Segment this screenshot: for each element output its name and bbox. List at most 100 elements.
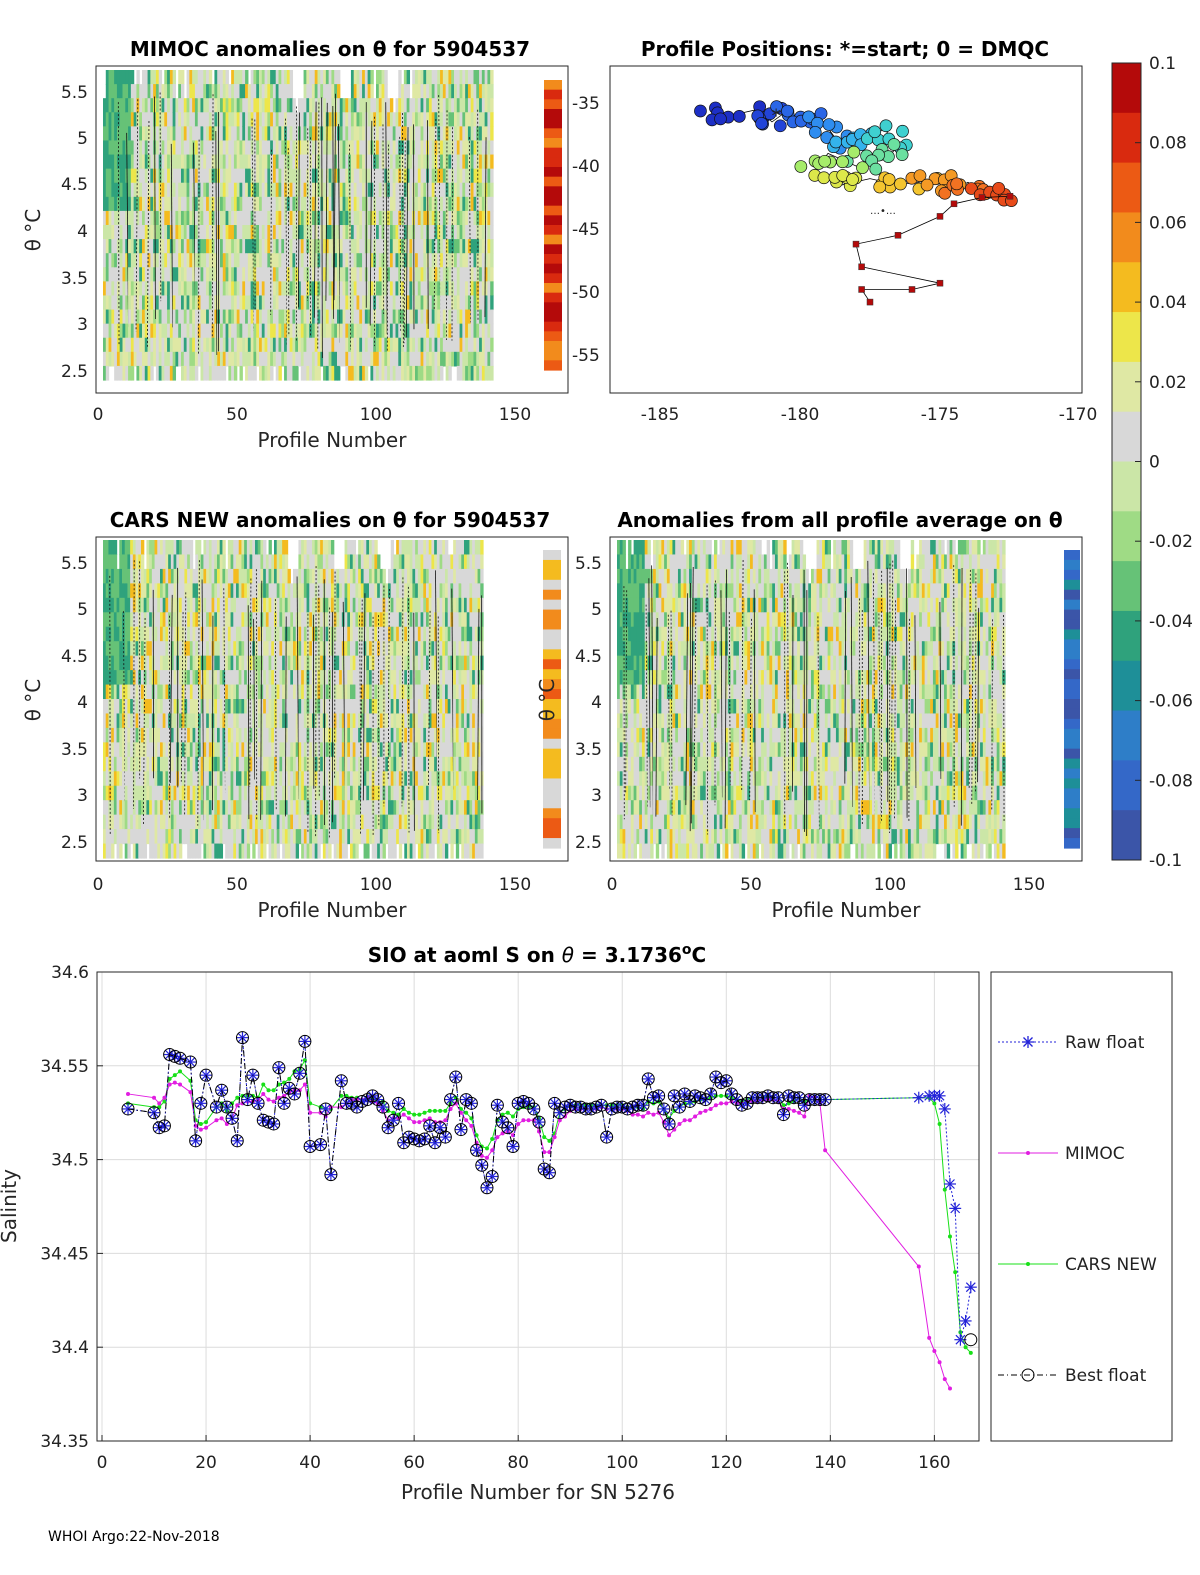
anomaly-cell — [172, 295, 177, 311]
anomaly-cell — [406, 351, 411, 367]
anomaly-cell — [272, 168, 277, 184]
anomaly-cell — [195, 814, 199, 830]
anomaly-cell — [442, 98, 447, 113]
anomaly-cell — [459, 154, 463, 170]
anomaly-cell — [467, 70, 472, 85]
anomaly-cell — [111, 727, 115, 743]
anomaly-cell — [311, 267, 316, 282]
anomaly-cell — [194, 365, 199, 381]
anomaly-cell — [116, 727, 120, 743]
anomaly-cell — [431, 253, 436, 268]
anomaly-cell — [431, 196, 436, 212]
anomaly-cell — [111, 670, 115, 686]
anomaly-cell — [440, 281, 444, 297]
profile-position-marker — [894, 177, 907, 191]
anomaly-cell — [437, 323, 441, 339]
anomaly-cell — [105, 84, 110, 99]
anomaly-cell — [142, 309, 146, 325]
anomaly-cell — [122, 670, 126, 686]
anomaly-cell — [415, 337, 419, 353]
anomaly-cell — [317, 168, 321, 184]
anomaly-cell — [103, 540, 107, 556]
anomaly-cell — [103, 568, 107, 584]
anomaly-cell — [473, 295, 477, 311]
anomaly-cell — [195, 540, 199, 556]
anomaly-cell — [473, 323, 477, 339]
anomaly-cell — [189, 540, 194, 556]
anomaly-cell — [417, 126, 422, 142]
anomaly-cell — [192, 641, 196, 657]
anomaly-cell — [454, 84, 458, 99]
anomaly-cell — [122, 126, 126, 142]
anomaly-cell — [225, 267, 229, 282]
anomaly-cell — [158, 323, 163, 339]
anomaly-cell — [239, 239, 243, 254]
anomaly-cell — [378, 225, 383, 240]
anomaly-cell — [239, 210, 243, 226]
anomaly-cell — [119, 612, 123, 628]
anomaly-cell — [459, 126, 463, 142]
anomaly-cell — [409, 140, 413, 156]
anomaly-cell — [473, 239, 477, 254]
anomaly-cell — [267, 154, 271, 170]
anomaly-cell — [108, 210, 112, 226]
anomaly-cell — [233, 267, 238, 282]
anomaly-cell — [350, 210, 355, 226]
anomaly-cell — [434, 98, 438, 113]
anomaly-cell — [348, 225, 352, 240]
anomaly-cell — [167, 210, 171, 226]
anomaly-cell — [467, 309, 472, 325]
anomaly-cell — [161, 98, 165, 113]
anomaly-cell — [147, 70, 151, 85]
anomaly-cell — [442, 281, 447, 297]
anomaly-cell — [420, 154, 424, 170]
anomaly-cell — [143, 771, 148, 787]
anomaly-cell — [479, 168, 483, 184]
anomaly-cell — [350, 126, 355, 142]
anomaly-cell — [359, 323, 363, 339]
anomaly-cell — [431, 225, 436, 240]
anomaly-cell — [181, 612, 186, 628]
anomaly-cell — [105, 267, 110, 282]
anomaly-cell — [342, 196, 346, 212]
anomaly-cell — [415, 70, 419, 85]
anomaly-cell — [172, 98, 177, 113]
anomaly-cell — [154, 568, 158, 584]
anomaly-cell — [264, 98, 268, 113]
anomaly-cell — [127, 800, 131, 816]
anomaly-cell — [300, 140, 305, 156]
anomaly-cell — [264, 253, 268, 268]
anomaly-cell — [146, 641, 150, 657]
anomaly-cell — [122, 597, 126, 613]
anomaly-cell — [178, 337, 182, 353]
anomaly-cell — [128, 70, 132, 85]
anomaly-cell — [487, 210, 491, 226]
anomaly-cell — [263, 540, 267, 556]
anomaly-cell — [164, 168, 168, 184]
anomaly-cell — [392, 225, 397, 240]
anomaly-cell — [160, 713, 164, 729]
anomaly-cell — [295, 337, 299, 353]
anomaly-cell — [167, 154, 171, 170]
anomaly-cell — [256, 112, 260, 127]
anomaly-cell — [186, 239, 190, 254]
anomaly-cell — [309, 168, 313, 184]
anomaly-cell — [187, 540, 191, 556]
anomaly-cell — [222, 196, 227, 212]
anomaly-cell — [149, 670, 153, 686]
anomaly-cell — [206, 154, 210, 170]
anomaly-cell — [342, 225, 346, 240]
anomaly-cell — [125, 323, 129, 339]
anomaly-cell — [339, 337, 344, 353]
anomaly-cell — [206, 295, 210, 311]
anomaly-cell — [178, 225, 182, 240]
anomaly-cell — [487, 253, 491, 268]
anomaly-cell — [325, 210, 330, 226]
anomaly-cell — [136, 140, 140, 156]
anomaly-cell — [267, 112, 271, 127]
anomaly-cell — [103, 281, 107, 297]
anomaly-cell — [337, 337, 341, 353]
anomaly-cell — [138, 641, 142, 657]
anomaly-cell — [173, 843, 177, 859]
anomaly-cell — [189, 699, 194, 715]
